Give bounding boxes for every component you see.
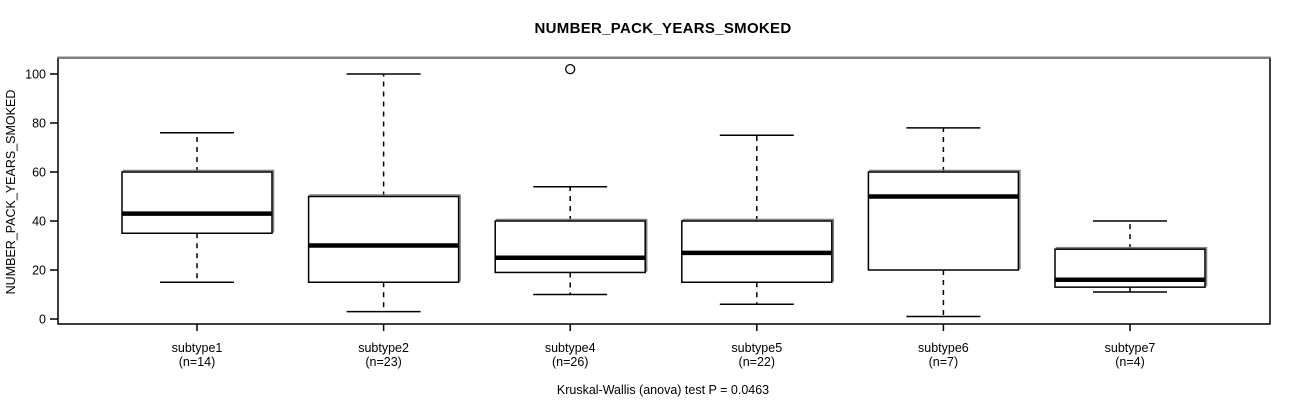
- outlier-point: [565, 63, 576, 75]
- iqr-box: [494, 220, 646, 274]
- x-axis-count-label: (n=23): [365, 355, 401, 369]
- box-group-subtype6: subtype6(n=7): [867, 127, 1021, 369]
- box-group-subtype2: subtype2(n=23): [307, 73, 461, 369]
- y-axis-tick-label: 20: [32, 264, 46, 278]
- x-axis-category-label: subtype4: [545, 341, 596, 355]
- y-axis-label: NUMBER_PACK_YEARS_SMOKED: [4, 89, 18, 295]
- iqr-box: [121, 171, 273, 234]
- x-axis-category-label: subtype7: [1105, 341, 1156, 355]
- y-axis-tick-label: 0: [39, 313, 46, 327]
- box-group-subtype7: subtype7(n=4): [1054, 220, 1208, 369]
- box-group-subtype4: subtype4(n=26): [494, 63, 648, 369]
- iqr-box: [307, 195, 460, 283]
- x-axis-count-label: (n=14): [179, 355, 215, 369]
- stat-test-caption: Kruskal-Wallis (anova) test P = 0.0463: [556, 383, 770, 397]
- x-axis-count-label: (n=7): [929, 355, 959, 369]
- x-axis-category-label: subtype1: [172, 341, 223, 355]
- x-axis-count-label: (n=26): [552, 355, 588, 369]
- y-axis-tick-label: 80: [32, 117, 46, 131]
- x-axis-category-label: subtype6: [918, 341, 969, 355]
- y-axis-tick-label: 100: [25, 68, 46, 82]
- y-axis-tick-label: 60: [32, 166, 46, 180]
- x-axis-count-label: (n=22): [739, 355, 775, 369]
- box-group-subtype1: subtype1(n=14): [121, 132, 275, 369]
- chart-title: NUMBER_PACK_YEARS_SMOKED: [534, 20, 792, 37]
- x-axis-category-label: subtype5: [731, 341, 782, 355]
- y-axis-tick-label: 40: [32, 215, 46, 229]
- box-group-subtype5: subtype5(n=22): [681, 134, 835, 369]
- x-axis-count-label: (n=4): [1115, 355, 1145, 369]
- x-axis-category-label: subtype2: [358, 341, 409, 355]
- iqr-box: [867, 171, 1020, 271]
